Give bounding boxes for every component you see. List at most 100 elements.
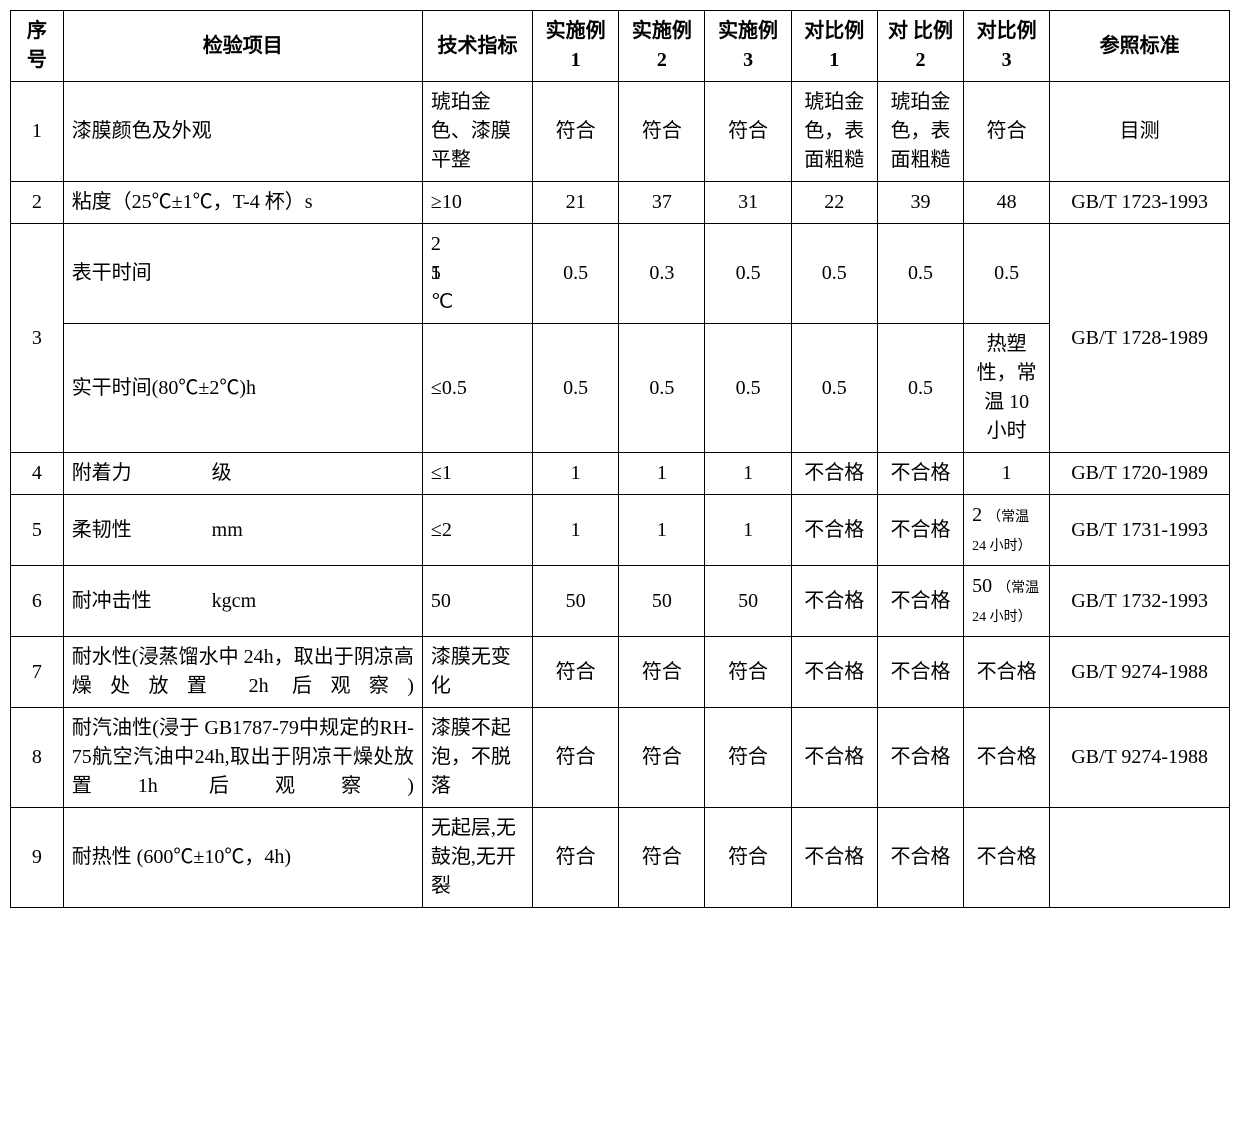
cell-ex2: 符合	[619, 637, 705, 708]
cell-cp2: 琥珀金色，表面粗糙	[877, 82, 963, 182]
cell-spec: ≥10	[422, 182, 532, 224]
cell-spec: ≤0.5	[422, 324, 532, 453]
col-cp2: 对 比例 2	[877, 11, 963, 82]
table-row: 4 附着力 级 ≤1 1 1 1 不合格 不合格 1 GB/T 1720-198…	[11, 453, 1230, 495]
cell-spec: 漆膜不起泡，不脱落	[422, 708, 532, 808]
header-row: 序号 检验项目 技术指标 实施例 1 实施例 2 实施例 3 对比例 1 对 比…	[11, 11, 1230, 82]
spec-table: 序号 检验项目 技术指标 实施例 1 实施例 2 实施例 3 对比例 1 对 比…	[10, 10, 1230, 908]
cell-ex1: 1	[533, 453, 619, 495]
cell-cp2: 不合格	[877, 808, 963, 908]
cell-cp2: 不合格	[877, 495, 963, 566]
cell-spec: 琥珀金色、漆膜平整	[422, 82, 532, 182]
table-row: 3 表干时间 25℃ 1 0.5 0.3 0.5 0.5 0.5 0.5 GB/…	[11, 224, 1230, 324]
col-spec: 技术指标	[422, 11, 532, 82]
cell-cp3: 符合	[964, 82, 1050, 182]
cell-ex1: 符合	[533, 808, 619, 908]
cell-cp2: 0.5	[877, 324, 963, 453]
table-row: 实干时间(80℃±2℃)h ≤0.5 0.5 0.5 0.5 0.5 0.5 热…	[11, 324, 1230, 453]
col-seq: 序号	[11, 11, 64, 82]
cell-cp2: 39	[877, 182, 963, 224]
cell-item: 粘度（25℃±1℃，T-4 杯）s	[63, 182, 422, 224]
cell-spec: 50	[422, 566, 532, 637]
cell-ex2: 0.5	[619, 324, 705, 453]
cell-ex3: 符合	[705, 808, 791, 908]
cell-ex2: 符合	[619, 708, 705, 808]
cell-ex3: 0.5	[705, 324, 791, 453]
cell-cp3: 不合格	[964, 708, 1050, 808]
cell-cp1: 不合格	[791, 453, 877, 495]
cell-ex1: 1	[533, 495, 619, 566]
col-cp3: 对比例 3	[964, 11, 1050, 82]
cell-cp1: 不合格	[791, 495, 877, 566]
col-item: 检验项目	[63, 11, 422, 82]
cell-ex2: 50	[619, 566, 705, 637]
cell-ex2: 符合	[619, 82, 705, 182]
cell-ex1: 符合	[533, 82, 619, 182]
cell-ex1: 0.5	[533, 224, 619, 324]
cell-cp3: 不合格	[964, 808, 1050, 908]
cell-cp2: 不合格	[877, 637, 963, 708]
cell-ex1: 符合	[533, 637, 619, 708]
cell-cp2: 不合格	[877, 453, 963, 495]
col-ex2: 实施例 2	[619, 11, 705, 82]
cell-seq: 8	[11, 708, 64, 808]
col-ex3: 实施例 3	[705, 11, 791, 82]
cp3-main: 2	[972, 504, 982, 526]
cell-seq: 5	[11, 495, 64, 566]
cell-seq: 4	[11, 453, 64, 495]
cell-spec: ≤2	[422, 495, 532, 566]
cell-ex1: 符合	[533, 708, 619, 808]
cell-ex3: 1	[705, 453, 791, 495]
table-row: 9 耐热性 (600℃±10℃，4h) 无起层,无鼓泡,无开裂 符合 符合 符合…	[11, 808, 1230, 908]
cell-cp2: 0.5	[877, 224, 963, 324]
cell-std: GB/T 9274-1988	[1050, 708, 1230, 808]
cell-std	[1050, 808, 1230, 908]
cell-item: 耐水性(浸蒸馏水中 24h，取出于阴凉高燥处放置 2h 后观察)	[63, 637, 422, 708]
cell-std: GB/T 1732-1993	[1050, 566, 1230, 637]
cell-ex3: 符合	[705, 708, 791, 808]
cell-cp1: 琥珀金色，表面粗糙	[791, 82, 877, 182]
cell-std: GB/T 1723-1993	[1050, 182, 1230, 224]
cp3-main: 50	[972, 575, 992, 597]
cell-ex3: 31	[705, 182, 791, 224]
cell-cp3: 50 （常温24 小时）	[964, 566, 1050, 637]
cell-seq: 9	[11, 808, 64, 908]
cell-item: 耐热性 (600℃±10℃，4h)	[63, 808, 422, 908]
cell-seq: 6	[11, 566, 64, 637]
cell-cp1: 不合格	[791, 566, 877, 637]
table-row: 5 柔韧性 mm ≤2 1 1 1 不合格 不合格 2 （常温24 小时） GB…	[11, 495, 1230, 566]
cell-spec: 漆膜无变化	[422, 637, 532, 708]
cell-cp1: 22	[791, 182, 877, 224]
cell-std: GB/T 9274-1988	[1050, 637, 1230, 708]
cell-cp3: 0.5	[964, 224, 1050, 324]
cell-item: 漆膜颜色及外观	[63, 82, 422, 182]
cell-ex2: 1	[619, 453, 705, 495]
cell-ex3: 1	[705, 495, 791, 566]
cell-std: 目测	[1050, 82, 1230, 182]
cell-std: GB/T 1720-1989	[1050, 453, 1230, 495]
cell-spec: ≤1	[422, 453, 532, 495]
cell-spec: 无起层,无鼓泡,无开裂	[422, 808, 532, 908]
cell-cp1: 不合格	[791, 637, 877, 708]
cell-seq: 7	[11, 637, 64, 708]
cell-cp3: 1	[964, 453, 1050, 495]
cell-ex3: 符合	[705, 82, 791, 182]
cell-seq: 3	[11, 224, 64, 453]
cell-item-a: 表干时间	[63, 224, 422, 324]
table-row: 8 耐汽油性(浸于 GB1787-79中规定的RH-75航空汽油中24h,取出于…	[11, 708, 1230, 808]
table-row: 2 粘度（25℃±1℃，T-4 杯）s ≥10 21 37 31 22 39 4…	[11, 182, 1230, 224]
cell-ex2: 1	[619, 495, 705, 566]
cell-ex1: 0.5	[533, 324, 619, 453]
cell-ex1: 50	[533, 566, 619, 637]
cell-cp1: 不合格	[791, 808, 877, 908]
cell-ex3: 50	[705, 566, 791, 637]
cell-ex2: 37	[619, 182, 705, 224]
cell-cp2: 不合格	[877, 566, 963, 637]
cell-item: 柔韧性 mm	[63, 495, 422, 566]
cell-cp1: 0.5	[791, 224, 877, 324]
cell-ex2: 0.3	[619, 224, 705, 324]
cell-cp3: 不合格	[964, 637, 1050, 708]
col-ex1: 实施例 1	[533, 11, 619, 82]
cell-cp2: 不合格	[877, 708, 963, 808]
cell-ex3: 符合	[705, 637, 791, 708]
